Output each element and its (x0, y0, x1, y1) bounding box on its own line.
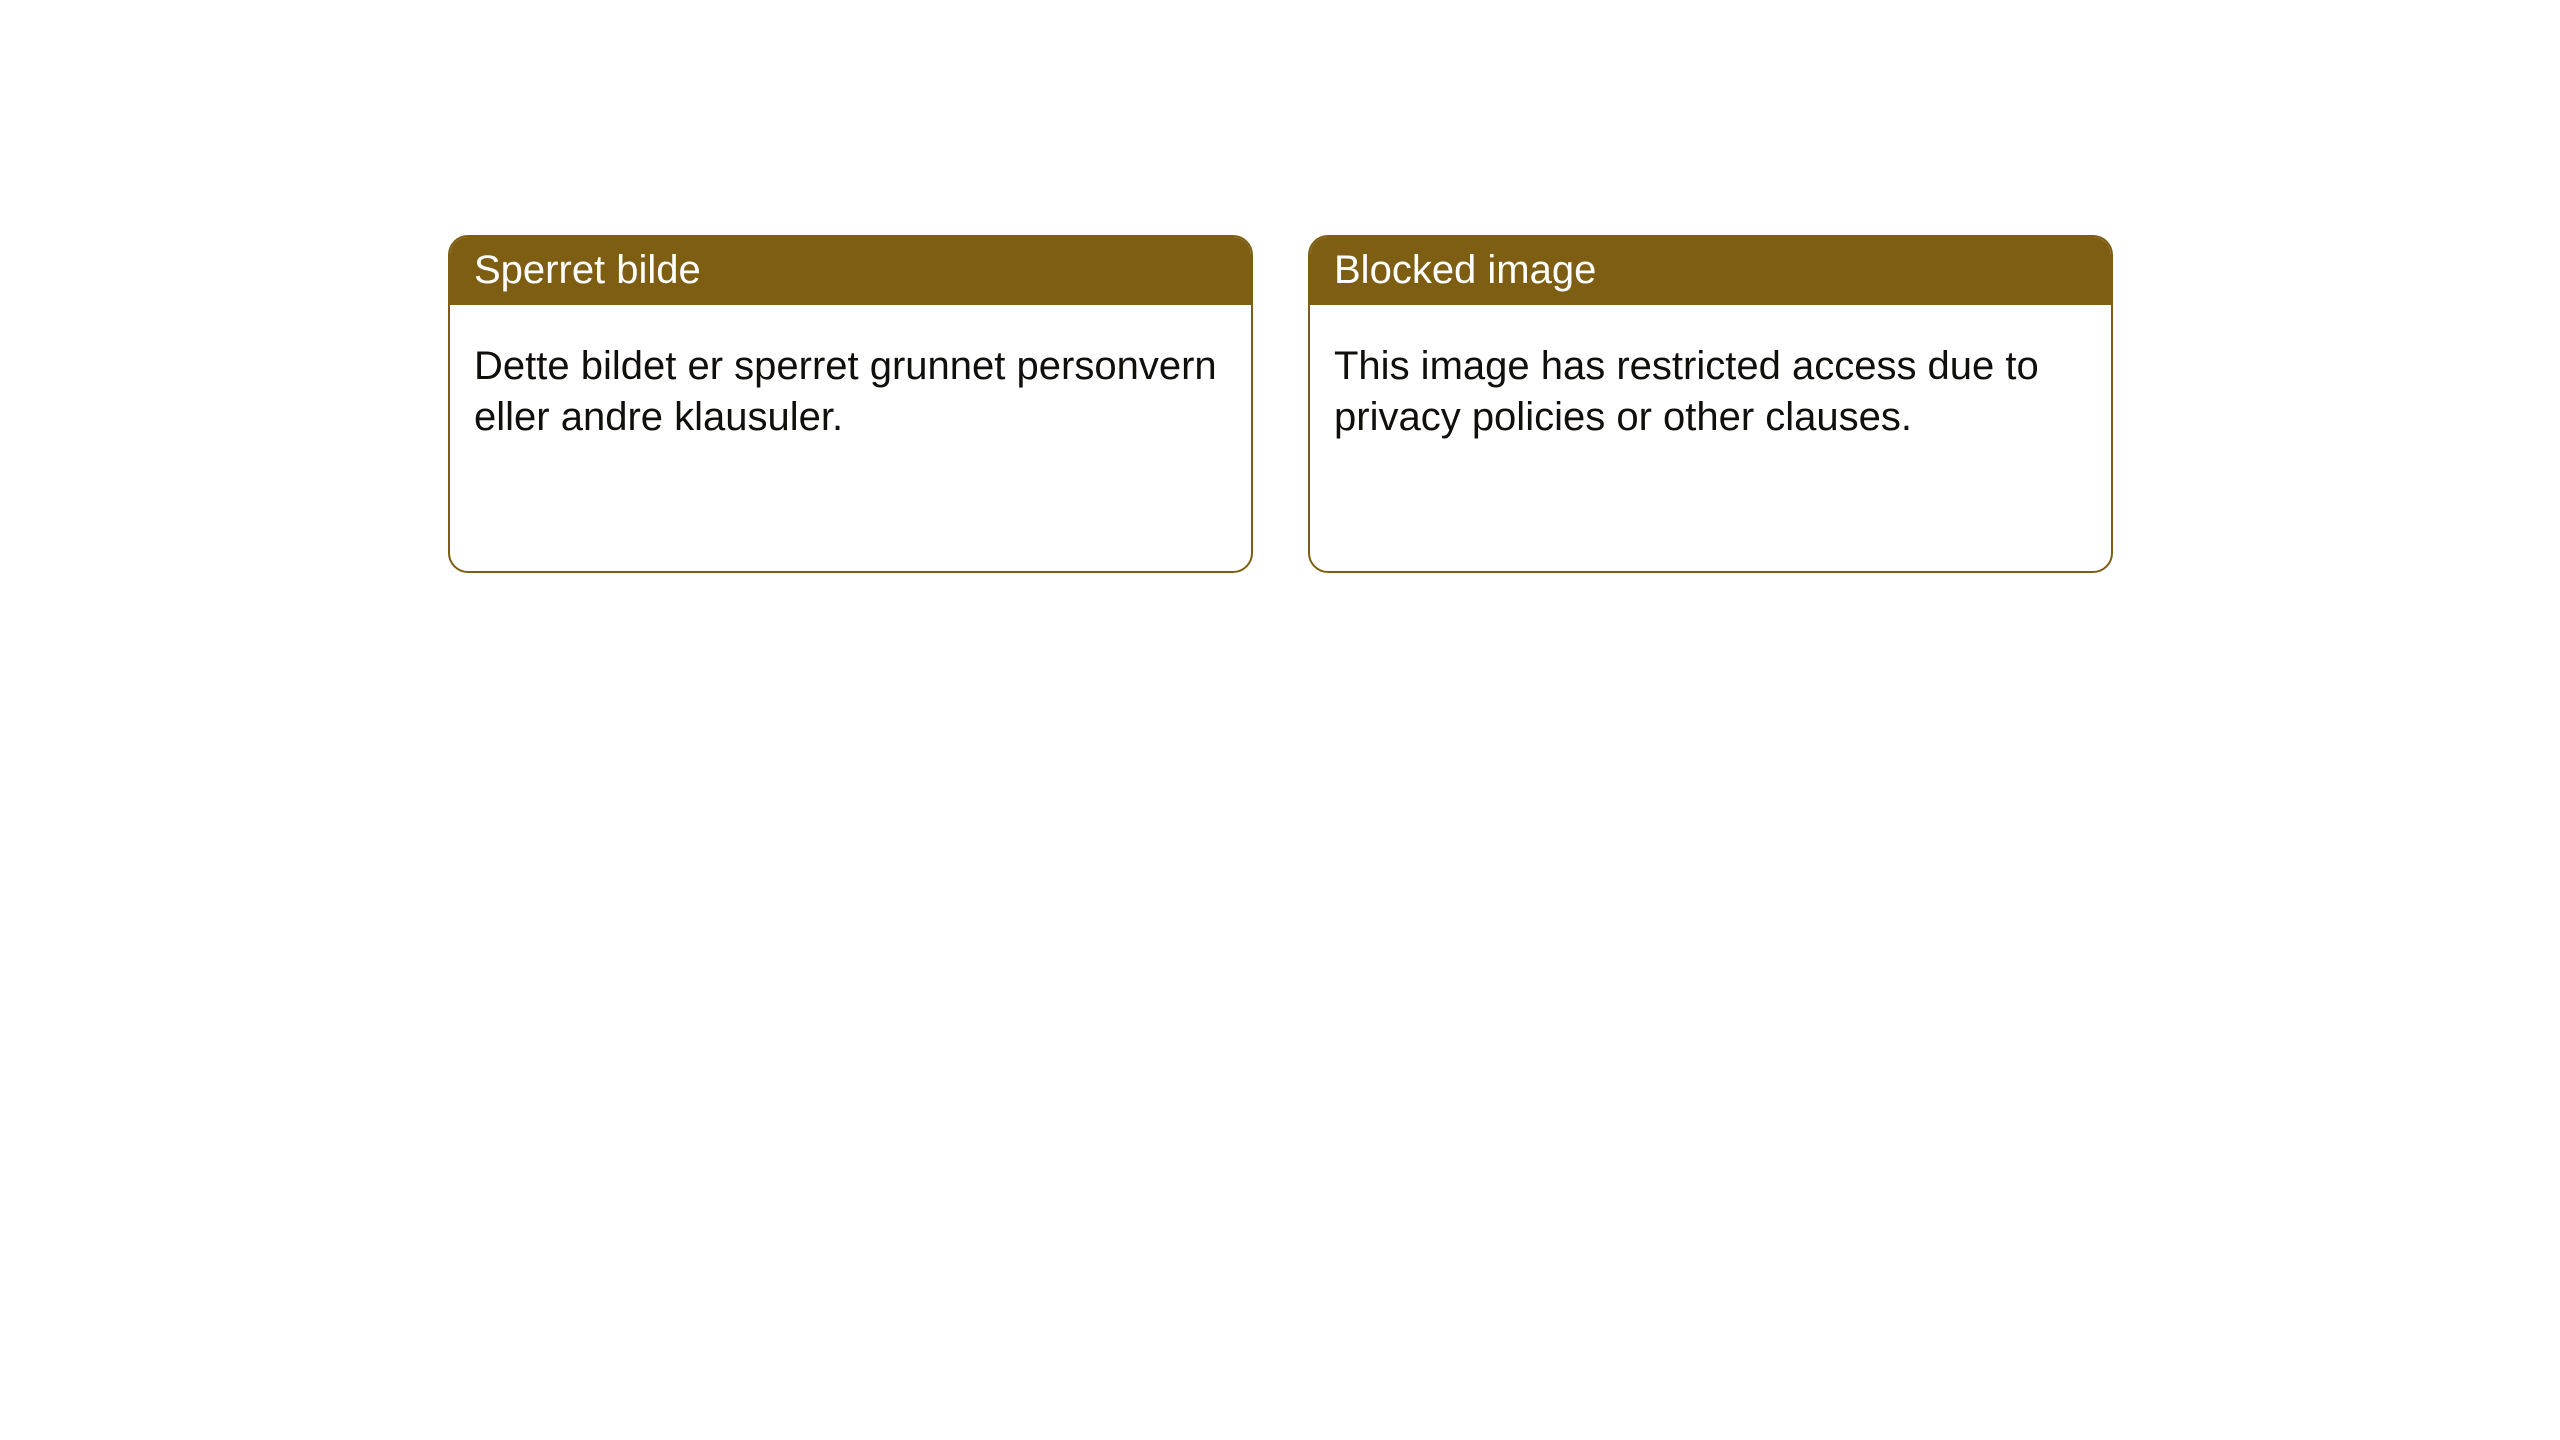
notice-body: This image has restricted access due to … (1310, 305, 2111, 467)
notice-title: Blocked image (1310, 237, 2111, 305)
notice-card-norwegian: Sperret bilde Dette bildet er sperret gr… (448, 235, 1253, 573)
notice-card-english: Blocked image This image has restricted … (1308, 235, 2113, 573)
notice-body: Dette bildet er sperret grunnet personve… (450, 305, 1251, 467)
notice-container: Sperret bilde Dette bildet er sperret gr… (0, 0, 2560, 573)
notice-title: Sperret bilde (450, 237, 1251, 305)
